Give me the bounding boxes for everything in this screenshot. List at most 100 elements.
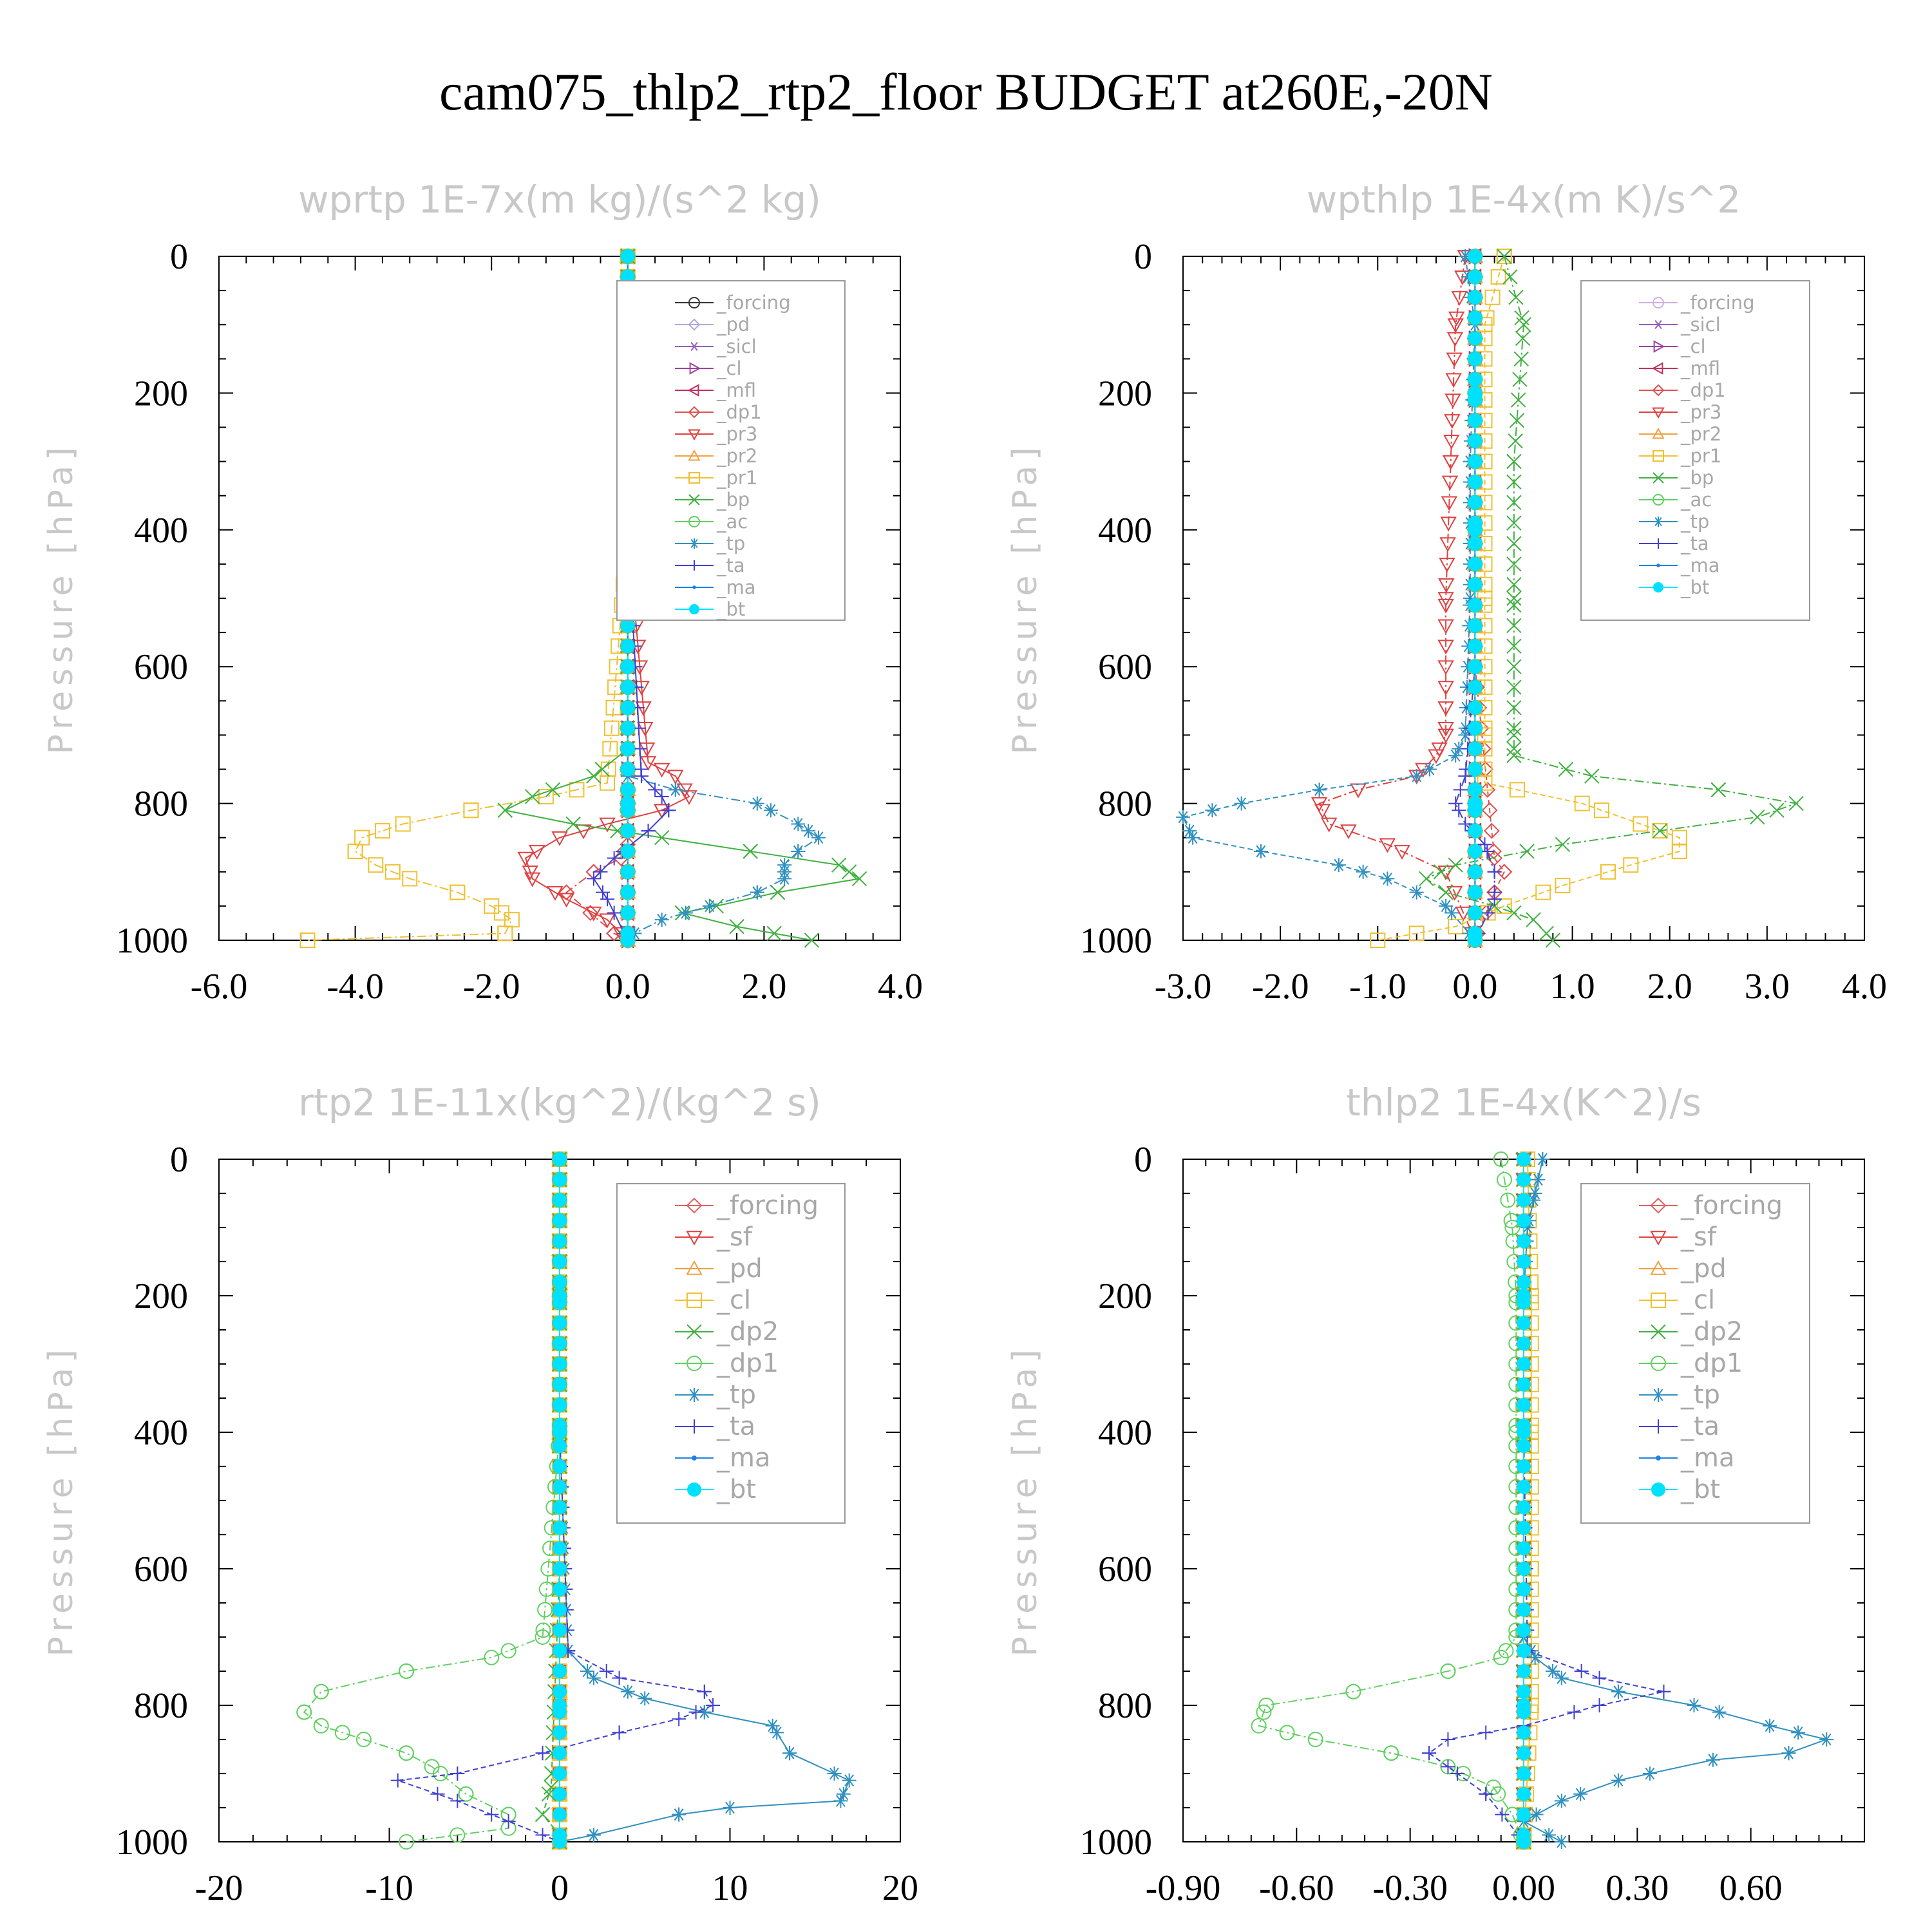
legend-label: _pd bbox=[716, 314, 750, 336]
data-point bbox=[1506, 536, 1522, 551]
data-point bbox=[1455, 906, 1472, 922]
data-point bbox=[1623, 857, 1639, 873]
data-point bbox=[1531, 1172, 1546, 1187]
data-point bbox=[1535, 884, 1551, 900]
legend-entry: _ma bbox=[1639, 554, 1720, 576]
data-point bbox=[1442, 455, 1459, 470]
data-point bbox=[586, 1828, 601, 1842]
data-point bbox=[638, 1691, 652, 1706]
data-point bbox=[1311, 797, 1328, 812]
legend-marker bbox=[1651, 1419, 1665, 1434]
data-point bbox=[553, 1274, 567, 1289]
legend-label: _ma bbox=[1680, 1443, 1734, 1473]
legend-marker bbox=[688, 472, 700, 484]
data-point bbox=[1468, 844, 1482, 858]
data-point bbox=[1496, 898, 1512, 914]
data-point bbox=[1555, 878, 1571, 894]
data-point bbox=[1506, 515, 1522, 531]
data-point bbox=[1517, 1274, 1531, 1289]
legend-entry: _pr3 bbox=[675, 423, 757, 445]
legend-entry: _tp bbox=[1639, 511, 1709, 533]
data-point bbox=[553, 1786, 567, 1801]
data-point bbox=[1448, 748, 1463, 763]
legend-entry: _ac bbox=[1639, 489, 1712, 511]
legend-marker bbox=[689, 362, 701, 375]
legend-label: _ac bbox=[716, 511, 748, 533]
x-tick-label: 0.30 bbox=[1605, 1868, 1669, 1908]
data-point bbox=[661, 803, 676, 818]
data-point bbox=[1517, 1725, 1531, 1740]
data-point bbox=[1506, 905, 1522, 921]
data-point bbox=[586, 1671, 601, 1685]
data-point bbox=[1468, 741, 1482, 756]
data-point bbox=[1517, 1602, 1531, 1617]
data-point bbox=[1671, 843, 1687, 859]
panel-4: thlp2 1E-4x(K^2)/s Pressure [hPa] -0.90 -0.… bbox=[1006, 1081, 1865, 1908]
legend-label: _ma bbox=[716, 576, 756, 598]
data-point bbox=[1419, 871, 1434, 887]
legend-label: _forcing bbox=[716, 292, 791, 314]
data-point bbox=[1517, 1439, 1531, 1454]
data-point bbox=[1555, 837, 1571, 853]
data-point bbox=[1710, 782, 1726, 798]
data-point bbox=[299, 933, 316, 948]
x-tick-label: -2.0 bbox=[1252, 967, 1309, 1007]
data-point bbox=[355, 1732, 372, 1747]
data-point bbox=[1481, 802, 1498, 819]
data-point bbox=[1486, 843, 1502, 860]
data-point bbox=[484, 898, 500, 914]
y-tick-label: 400 bbox=[134, 511, 188, 551]
data-point bbox=[620, 721, 635, 735]
data-point bbox=[1517, 1377, 1531, 1392]
data-point bbox=[535, 1828, 550, 1842]
legend-marker bbox=[1653, 472, 1664, 484]
data-point bbox=[1517, 1582, 1531, 1596]
data-point bbox=[463, 802, 479, 819]
data-point bbox=[1545, 933, 1561, 948]
x-tick-label: -20 bbox=[195, 1868, 243, 1908]
data-point bbox=[586, 768, 601, 784]
data-point bbox=[1592, 1671, 1607, 1685]
data-point bbox=[368, 857, 384, 873]
legend-label: _tp bbox=[716, 1380, 756, 1410]
data-point bbox=[1256, 1704, 1272, 1720]
data-point bbox=[607, 905, 621, 920]
data-point bbox=[1509, 782, 1525, 798]
legend-box bbox=[616, 1183, 846, 1524]
data-point bbox=[654, 829, 670, 846]
data-point bbox=[1496, 249, 1512, 264]
data-point bbox=[1394, 845, 1410, 860]
data-point bbox=[1510, 392, 1526, 408]
y-axis-label: Pressure [hPa] bbox=[42, 1345, 80, 1657]
data-point bbox=[1468, 885, 1482, 900]
legend-entry: _ma bbox=[675, 1443, 770, 1473]
data-point bbox=[607, 851, 621, 866]
x-tick-label: 4.0 bbox=[878, 967, 923, 1007]
data-point bbox=[553, 1698, 567, 1712]
legend-marker bbox=[1652, 427, 1665, 439]
x-tick-label: 0 bbox=[551, 1868, 569, 1908]
legend-marker bbox=[1651, 1388, 1665, 1402]
legend-entry: _bt bbox=[675, 598, 745, 620]
legend-label: _bp bbox=[1680, 467, 1714, 489]
data-point bbox=[1517, 1152, 1531, 1166]
data-point bbox=[1592, 1698, 1607, 1712]
data-point bbox=[1468, 290, 1482, 305]
series-bt bbox=[1517, 1152, 1531, 1849]
data-point bbox=[524, 872, 541, 887]
data-point bbox=[1506, 748, 1522, 763]
data-point bbox=[1468, 475, 1482, 489]
legend-label: _tp bbox=[1680, 1380, 1720, 1410]
data-point bbox=[553, 1439, 567, 1454]
data-point bbox=[1433, 864, 1449, 880]
data-point bbox=[639, 756, 657, 771]
data-point bbox=[620, 741, 635, 756]
data-point bbox=[594, 761, 610, 777]
legend: _forcing_sicl_cl_mfl_dp1_pr3_pr2_pr1_bp_… bbox=[1580, 280, 1810, 621]
x-tick-label: -3.0 bbox=[1155, 967, 1212, 1007]
data-point bbox=[1234, 796, 1249, 811]
legend-marker bbox=[1652, 407, 1665, 419]
data-point bbox=[1554, 1794, 1569, 1808]
data-point bbox=[1441, 1732, 1455, 1747]
data-point bbox=[1279, 1725, 1295, 1741]
